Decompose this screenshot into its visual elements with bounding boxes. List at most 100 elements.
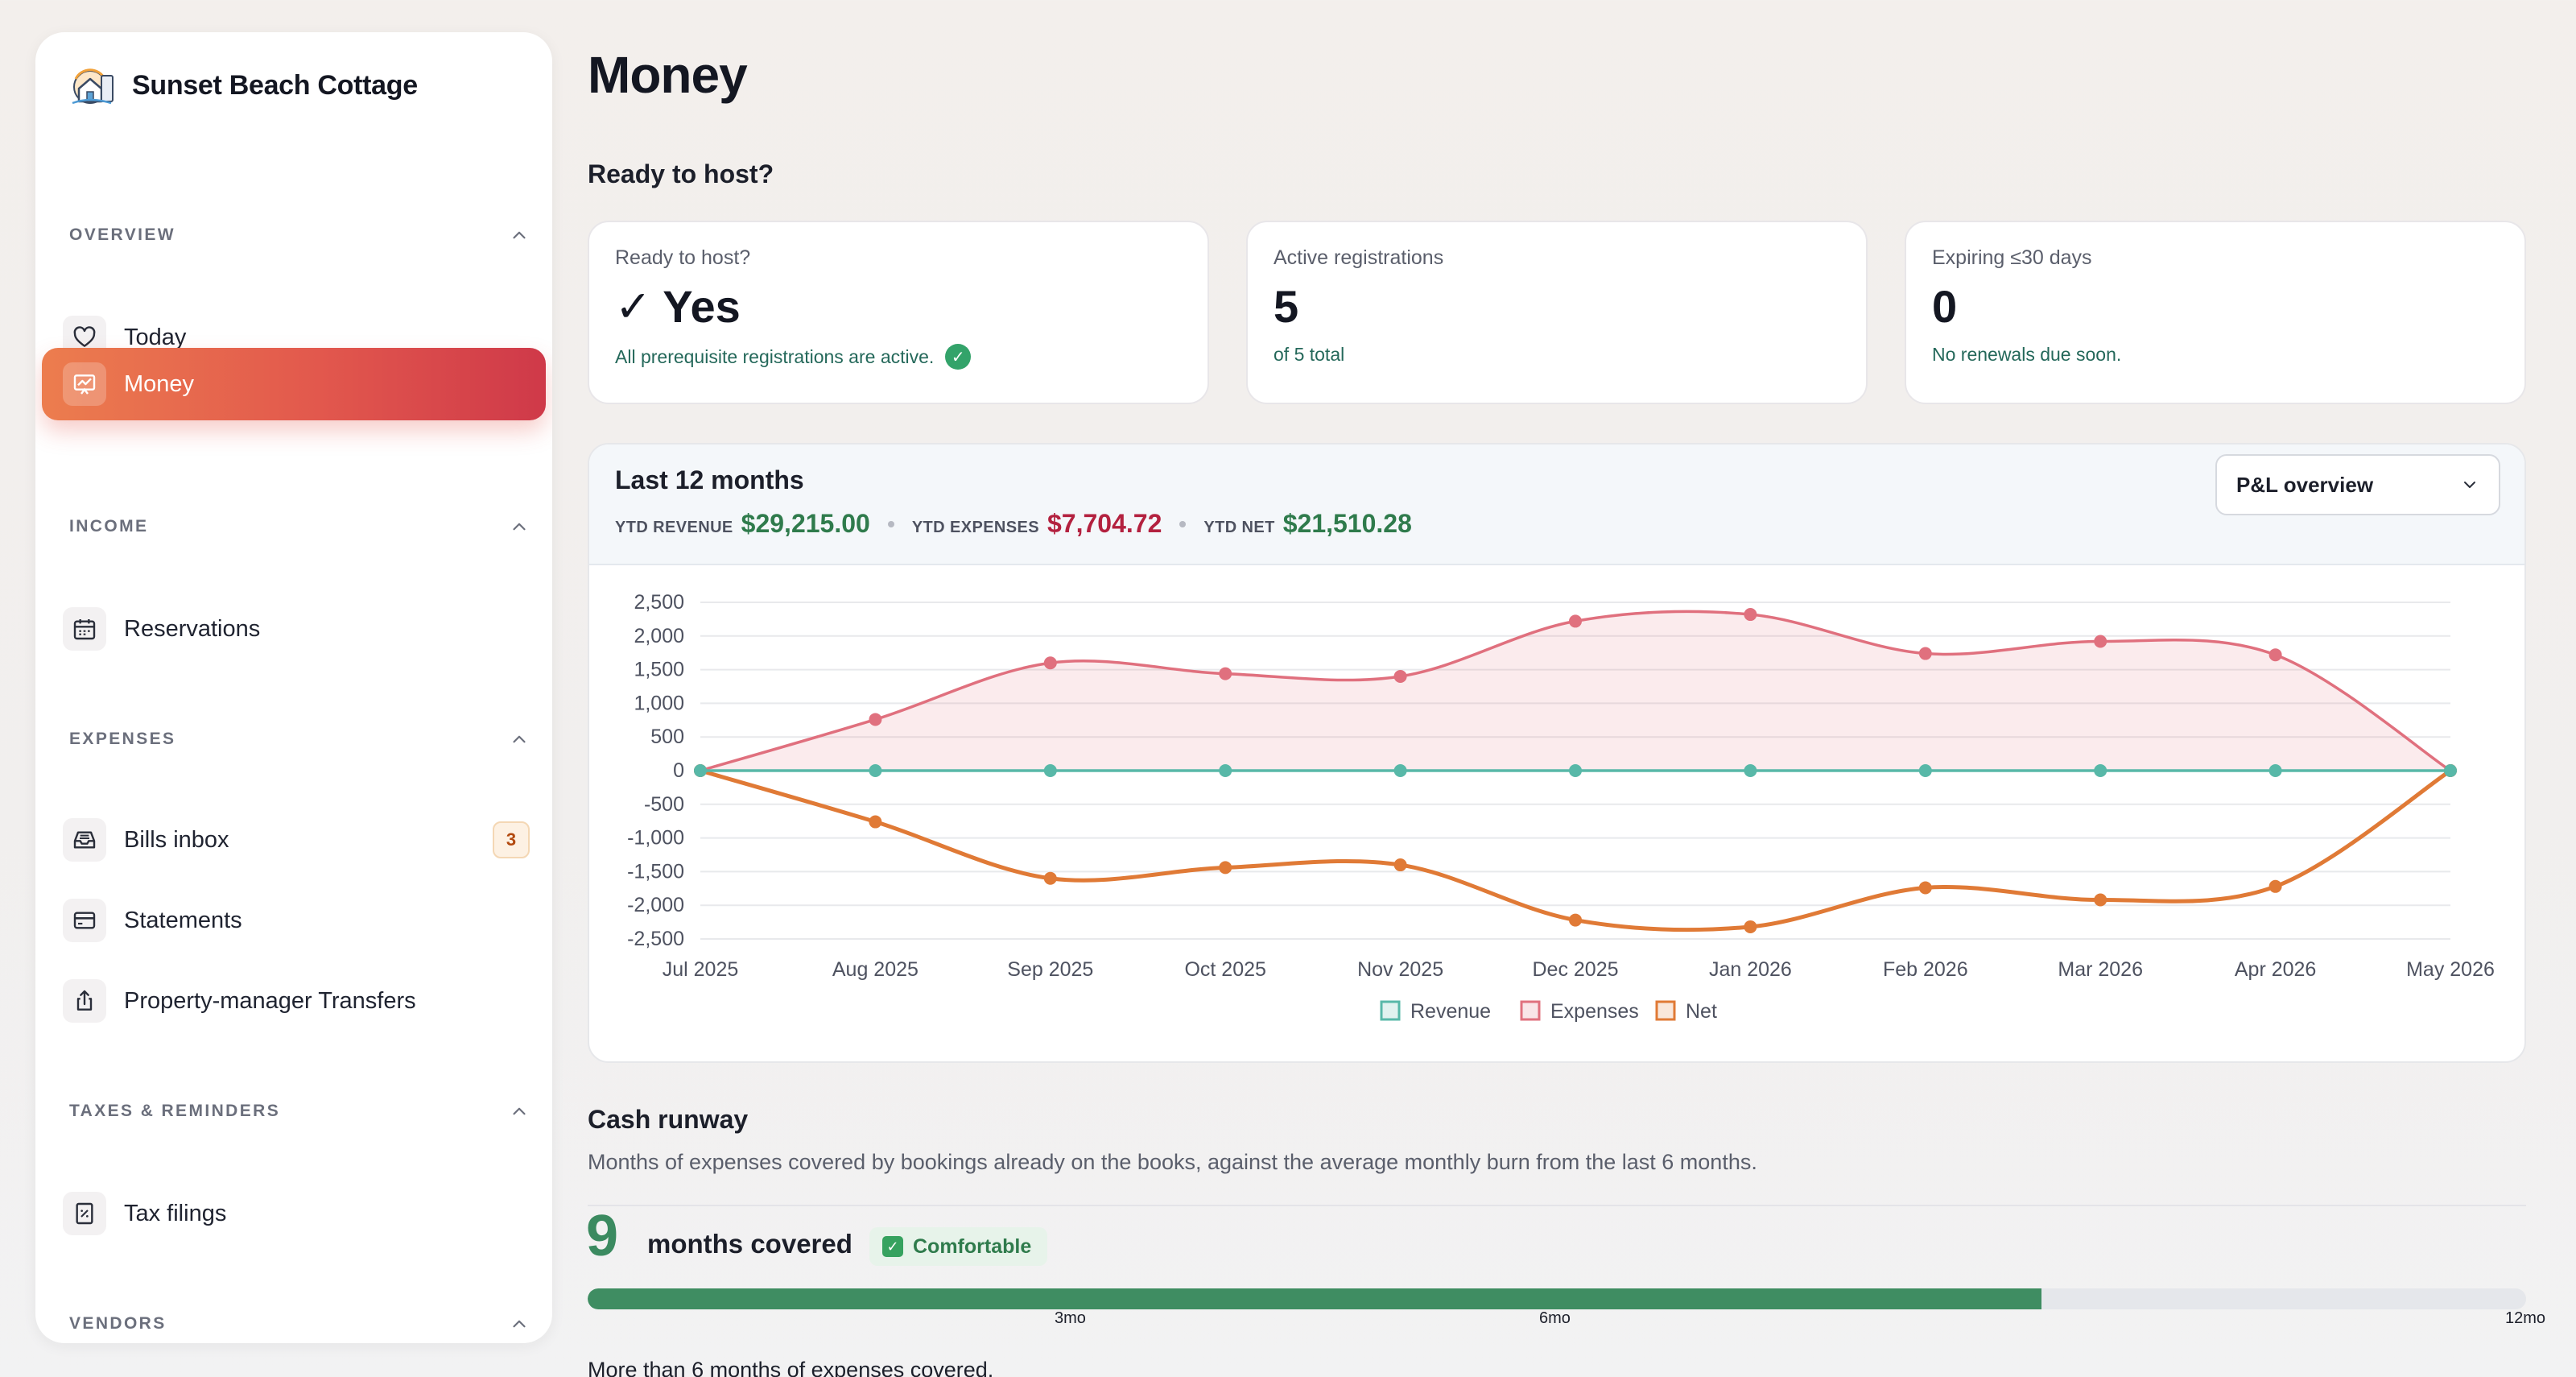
runway-tick-3mo: 3mo: [1055, 1309, 1086, 1327]
net-point: [869, 815, 882, 829]
y-tick-label: 1,500: [634, 659, 684, 681]
revenue-point: [1918, 764, 1932, 777]
y-tick-label: 500: [650, 726, 684, 748]
expiring-card: Expiring ≤30 days 0 No renewals due soon…: [1905, 221, 2526, 404]
y-tick-label: -1,000: [627, 827, 684, 850]
card-note: of 5 total: [1274, 344, 1345, 365]
sidebar-item-reservations[interactable]: Reservations: [42, 593, 546, 665]
chevron-up-icon: [513, 1320, 526, 1328]
sidebar-item-bills-inbox[interactable]: Bills inbox 3: [42, 804, 546, 876]
chart-header: Last 12 months YTD REVENUE $29,215.00 YT…: [589, 445, 2524, 565]
card-value: ✓ Yes: [615, 281, 1182, 333]
revenue-point: [1043, 764, 1057, 777]
card-value: 5: [1274, 281, 1299, 332]
x-tick-label: May 2026: [2406, 958, 2495, 981]
runway-footer: More than 6 months of expenses covered.: [588, 1358, 994, 1377]
card-icon: [63, 899, 106, 942]
section-expenses[interactable]: EXPENSES: [69, 723, 530, 755]
chevron-up-icon: [513, 231, 526, 239]
card-note: No renewals due soon.: [1932, 344, 2122, 365]
x-tick-label: Jul 2025: [663, 958, 739, 981]
ready-heading: Ready to host?: [588, 159, 774, 188]
section-label: VENDORS: [69, 1314, 167, 1333]
expenses-point: [2268, 648, 2282, 662]
sidebar-item-statements[interactable]: Statements: [42, 884, 546, 957]
y-tick-label: -2,500: [627, 928, 684, 950]
sidebar-item-label: Tax filings: [124, 1200, 227, 1226]
runway-months-label: months covered: [647, 1229, 852, 1259]
section-overview[interactable]: OVERVIEW: [69, 219, 530, 251]
section-taxes-reminders[interactable]: TAXES & REMINDERS: [69, 1095, 530, 1127]
runway-progress-bar: [588, 1288, 2526, 1309]
y-tick-label: -1,500: [627, 860, 684, 883]
revenue-point: [694, 764, 707, 777]
card-label: Ready to host?: [615, 246, 751, 269]
net-point: [1219, 861, 1232, 875]
revenue-point: [1744, 764, 1757, 777]
x-tick-label: Jan 2026: [1709, 958, 1792, 981]
card-note: All prerequisite registrations are activ…: [615, 344, 1182, 370]
section-label: EXPENSES: [69, 730, 176, 748]
inbox-icon: [63, 818, 106, 862]
section-vendors[interactable]: VENDORS: [69, 1308, 530, 1340]
expenses-point: [1744, 608, 1757, 622]
runway-description: Months of expenses covered by bookings a…: [588, 1150, 1757, 1174]
brand[interactable]: Sunset Beach Cottage: [66, 60, 418, 111]
x-tick-label: Oct 2025: [1184, 958, 1265, 981]
bills-count-badge: 3: [493, 821, 530, 858]
sidebar-item-label: Bills inbox: [124, 826, 229, 853]
expenses-point: [1393, 669, 1407, 683]
net-point: [2094, 893, 2107, 907]
calendar-icon: [63, 607, 106, 651]
x-tick-label: Nov 2025: [1357, 958, 1443, 981]
net-point: [2268, 879, 2282, 893]
y-tick-label: 0: [673, 759, 684, 782]
net-point: [1569, 913, 1582, 927]
revenue-point: [2094, 764, 2107, 777]
ytd-net-label: YTD NET: [1203, 519, 1275, 536]
receipt-icon: [63, 1192, 106, 1235]
check-box-icon: ✓: [882, 1236, 903, 1257]
x-tick-label: Apr 2026: [2235, 958, 2316, 981]
separator-dot: [887, 520, 894, 527]
active-registrations-card: Active registrations 5 of 5 total: [1246, 221, 1868, 404]
card-value: 0: [1932, 281, 1958, 332]
chevron-up-icon: [513, 1107, 526, 1115]
section-label: OVERVIEW: [69, 225, 176, 244]
y-tick-label: -500: [644, 793, 684, 816]
net-point: [1393, 858, 1407, 872]
section-income[interactable]: INCOME: [69, 511, 530, 543]
card-value-text: Yes: [663, 281, 741, 332]
section-label: TAXES & REMINDERS: [69, 1102, 281, 1120]
ready-to-host-card: Ready to host? ✓ Yes All prerequisite re…: [588, 221, 1209, 404]
check-circle-icon: ✓: [945, 344, 972, 370]
cottage-logo-icon: [72, 68, 114, 105]
x-tick-label: Aug 2025: [832, 958, 919, 981]
ytd-expenses-label: YTD EXPENSES: [911, 519, 1039, 536]
transfer-icon: [63, 979, 106, 1023]
status-text: Comfortable: [913, 1234, 1032, 1258]
card-label: Active registrations: [1274, 246, 1444, 269]
expenses-point: [2094, 635, 2107, 648]
card-note-text: All prerequisite registrations are activ…: [615, 345, 935, 367]
sidebar: Sunset Beach Cottage OVERVIEW Today Mone…: [35, 32, 552, 1343]
chart-icon: [63, 362, 106, 406]
sidebar-item-money[interactable]: Money: [42, 348, 546, 420]
pnl-chart-card: Last 12 months YTD REVENUE $29,215.00 YT…: [588, 443, 2526, 1063]
pnl-line-chart: 2,500 2,000 1,500 1,000 500 0 -500 -1,000 -1,500…: [627, 591, 2495, 1023]
sidebar-item-property-manager-transfers[interactable]: Property-manager Transfers: [42, 965, 546, 1037]
chevron-up-icon: [513, 523, 526, 531]
y-tick-label: -2,000: [627, 894, 684, 916]
sidebar-item-label: Today: [124, 324, 187, 350]
chevron-up-icon: [513, 735, 526, 743]
y-tick-label: 2,500: [634, 591, 684, 614]
chart-view-select[interactable]: P&L overview: [2215, 454, 2500, 515]
sidebar-item-tax-filings[interactable]: Tax filings: [42, 1177, 546, 1250]
expenses-point: [1043, 656, 1057, 670]
runway-tick-12mo: 12mo: [2505, 1309, 2546, 1327]
legend-label: Revenue: [1410, 1000, 1491, 1023]
expenses-point: [1569, 614, 1582, 628]
sidebar-item-label: Money: [124, 370, 195, 397]
runway-months-value: 9: [586, 1204, 619, 1268]
legend-label: Net: [1686, 1000, 1717, 1023]
